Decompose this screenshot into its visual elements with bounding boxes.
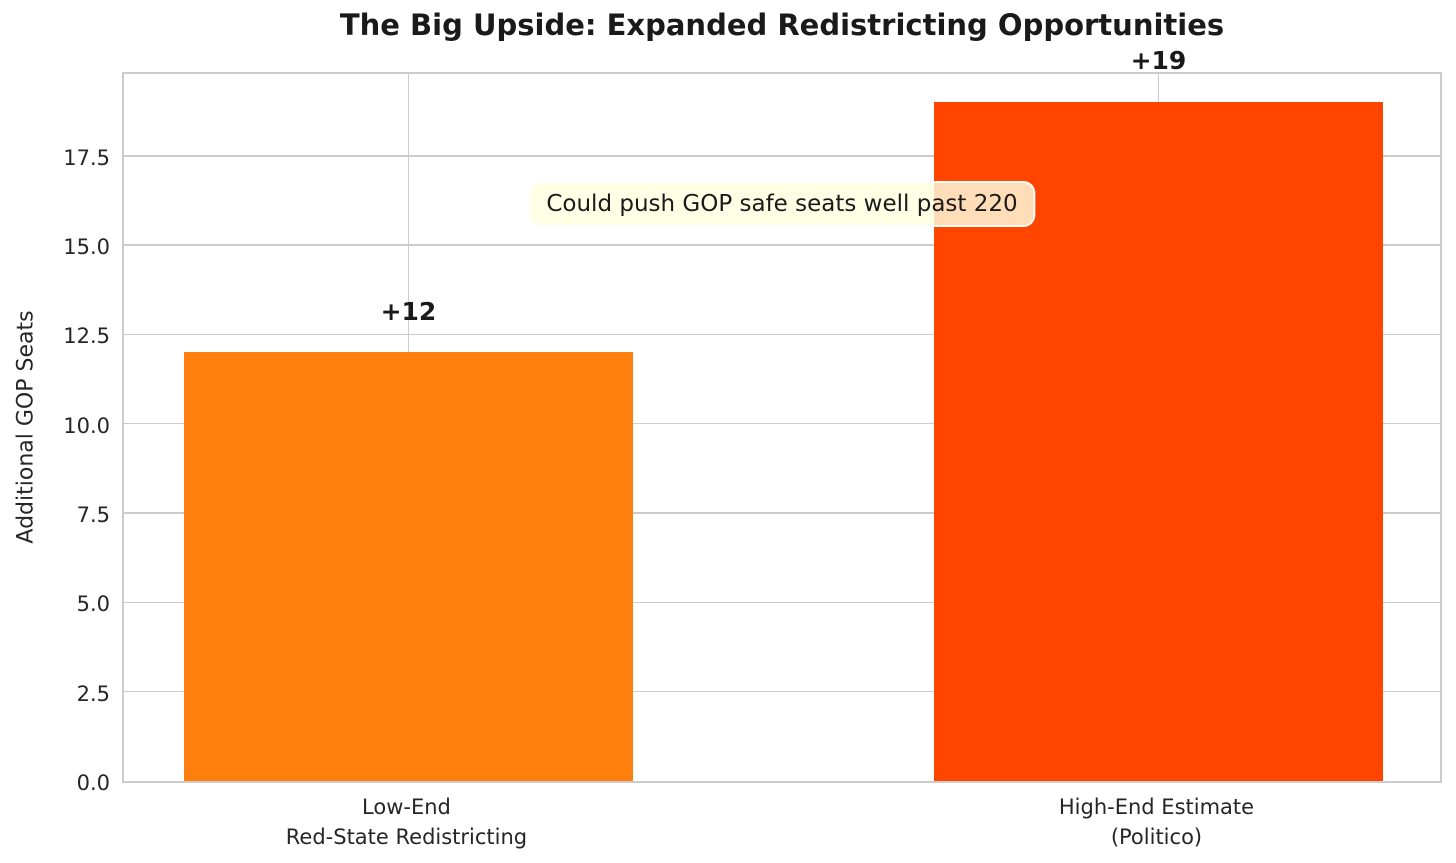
y-tick-label: 2.5 (76, 681, 110, 706)
bar-value-label-high-end: +19 (1130, 46, 1187, 76)
y-tick-label: 12.5 (63, 324, 110, 349)
chart-title: The Big Upside: Expanded Redistricting O… (339, 8, 1225, 42)
gridline-y-12.5 (124, 333, 1440, 336)
annotation-callout: Could push GOP safe seats well past 220 (528, 181, 1036, 228)
y-tick-label: 0.0 (76, 771, 110, 795)
gridline-y-10 (124, 422, 1440, 425)
gridline-y-2.5 (124, 690, 1440, 693)
gridline-y-17.5 (124, 155, 1440, 157)
y-tick-label: 7.5 (76, 503, 110, 528)
y-tick-label: 15.0 (63, 235, 110, 260)
y-tick-label: 10.0 (63, 413, 110, 438)
bar-value-label-low-end: +12 (380, 296, 437, 326)
gridline-y-7.5 (124, 512, 1440, 514)
bar-low-end-redistricting (183, 352, 633, 781)
gridline-y-15 (124, 244, 1440, 246)
y-tick-label: 17.5 (63, 145, 110, 170)
plot-area: +12 +19 (122, 48, 1442, 783)
y-tick-label: 5.0 (76, 592, 110, 617)
gridline-y-5 (124, 601, 1440, 604)
x-tick-label-low-end: Low-End Red-State Redistricting (285, 795, 528, 849)
x-tick-label-high-end: High-End Estimate (Politico) (1058, 795, 1255, 849)
